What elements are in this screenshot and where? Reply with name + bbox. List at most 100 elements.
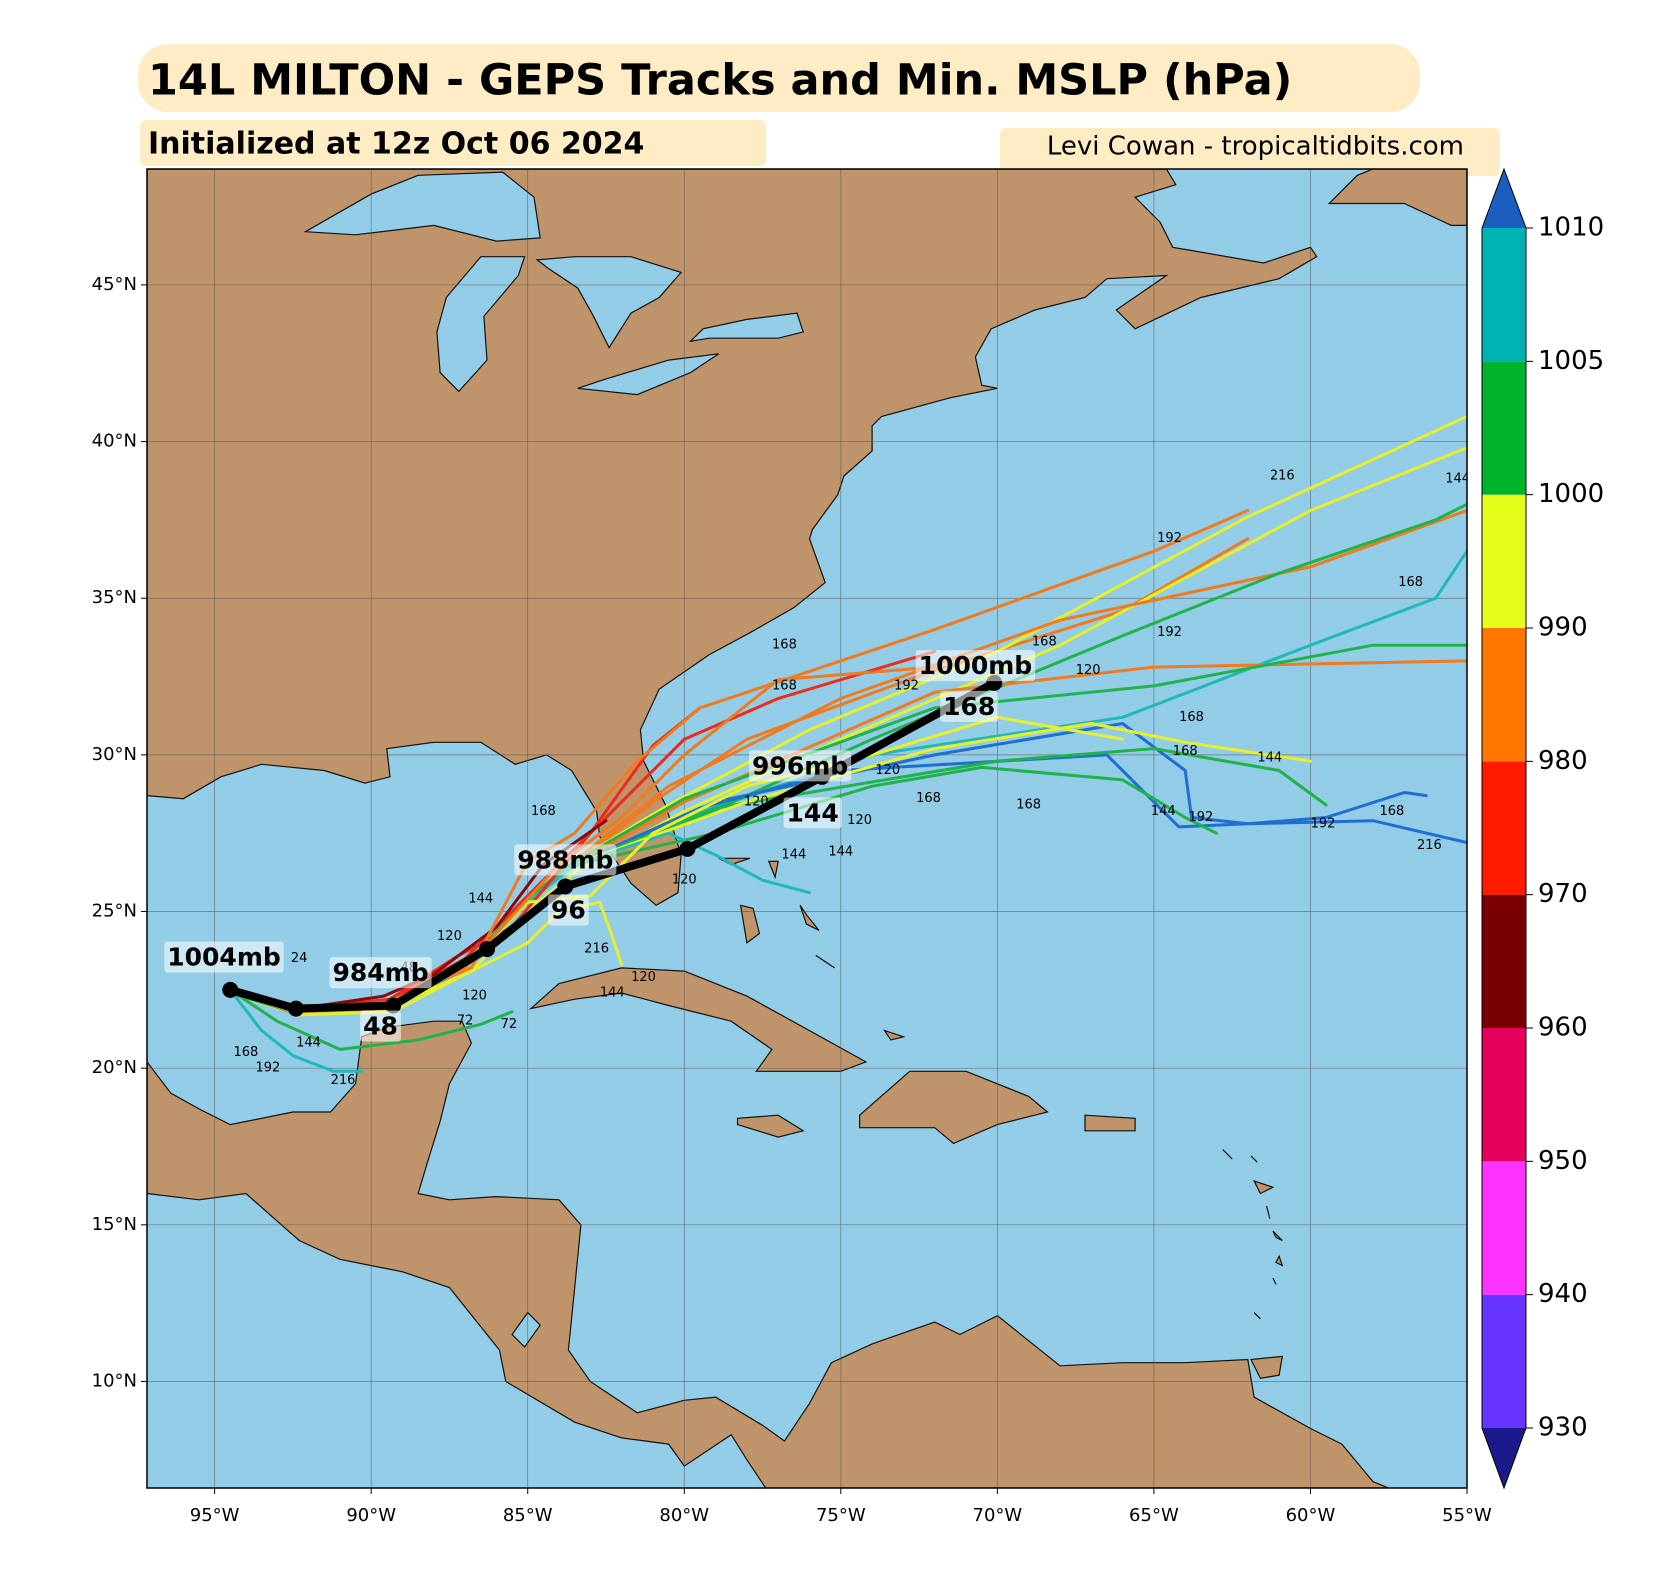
colorbar-segment [1482, 361, 1526, 495]
land [1272, 1230, 1283, 1242]
colorbar-segment [1482, 228, 1526, 362]
colorbar-tick-label: 1000 [1538, 479, 1604, 509]
hour-label: 168 [1398, 575, 1423, 590]
label-box [514, 844, 617, 876]
land [1266, 1205, 1271, 1219]
mean-label: 168 [943, 692, 995, 721]
label-box [164, 941, 284, 973]
colorbar-segment [1482, 628, 1526, 762]
hour-label: 120 [875, 763, 900, 778]
hour-label: 168 [531, 804, 556, 819]
label-box [915, 650, 1036, 682]
land [1327, 169, 1467, 226]
land [739, 904, 761, 944]
mean-track-point [479, 941, 496, 958]
mean-label: 96 [551, 896, 586, 925]
title-highlight [138, 44, 1420, 112]
hour-label: 192 [894, 678, 919, 693]
hour-label: 168 [1179, 710, 1204, 725]
hour-label: 144 [600, 985, 625, 1000]
hour-label: 72 [501, 1017, 518, 1032]
colorbar-tick-label: 970 [1538, 879, 1588, 909]
colorbar: 930 940 950 960 970 980 990 1000 1005 1010 [1481, 167, 1604, 1490]
x-tick-label: 75°W [816, 1505, 866, 1526]
lake [577, 353, 720, 396]
hour-label: 192 [255, 1061, 280, 1076]
hour-label: 192 [1188, 810, 1213, 825]
colorbar-extend-max [1482, 169, 1526, 228]
x-tick-label: 65°W [1129, 1505, 1179, 1526]
y-tick-label: 35°N [92, 587, 137, 608]
land [1250, 1355, 1284, 1379]
hour-label: 120 [631, 970, 656, 985]
mean-label: 984mb [332, 958, 428, 987]
credit-highlight [1000, 128, 1500, 176]
hour-label: 120 [1076, 663, 1101, 678]
x-tick-label: 95°W [190, 1505, 240, 1526]
hour-label: 144 [1257, 751, 1282, 766]
mean-track-point [288, 1000, 305, 1017]
y-tick-label: 45°N [92, 274, 137, 295]
mean-track-point [679, 840, 696, 857]
ensemble-track [228, 988, 514, 1051]
hour-label: 144 [828, 844, 853, 859]
label-box [548, 894, 589, 926]
mean-track-point [557, 878, 574, 895]
y-tick-label: 15°N [92, 1214, 137, 1235]
colorbar-segment [1482, 894, 1526, 1028]
label-box [783, 797, 842, 829]
land [1252, 1179, 1275, 1195]
mean-label: 1000mb [919, 651, 1033, 680]
hour-label: 192 [1157, 531, 1182, 546]
colorbar-tick-label: 990 [1538, 613, 1588, 643]
land [1275, 1254, 1284, 1267]
land [1253, 1312, 1261, 1320]
land [736, 1114, 805, 1138]
mean-label: 988mb [517, 845, 613, 874]
hour-label: 216 [331, 1073, 356, 1088]
hour-label: 192 [1311, 816, 1336, 831]
land [883, 1029, 906, 1041]
colorbar-segment [1482, 761, 1526, 895]
y-tick-label: 40°N [92, 431, 137, 452]
hour-label: 168 [916, 791, 941, 806]
hour-label: 216 [584, 942, 609, 957]
x-tick-label: 60°W [1286, 1505, 1336, 1526]
hour-label: 120 [462, 989, 487, 1004]
hour-label: 144 [1151, 804, 1176, 819]
colorbar-tick-label: 980 [1538, 746, 1588, 776]
colorbar-tick-label: 1005 [1538, 346, 1604, 376]
mean-label: 48 [363, 1011, 398, 1040]
credit: Levi Cowan - tropicaltidbits.com [1047, 132, 1464, 162]
chart-title: 14L MILTON - GEPS Tracks and Min. MSLP (… [148, 56, 1292, 106]
ensemble-track [228, 988, 364, 1073]
colorbar-segment [1482, 494, 1526, 628]
colorbar-tick-label: 960 [1538, 1013, 1588, 1043]
colorbar-extend-min [1482, 1428, 1526, 1488]
hour-label: 144 [296, 1036, 321, 1051]
lake [511, 1311, 541, 1348]
mean-label: 144 [787, 798, 839, 827]
hour-label: 168 [772, 638, 797, 653]
colorbar-segment [1482, 1028, 1526, 1162]
hour-label: 144 [781, 848, 806, 863]
subtitle-highlight [140, 120, 766, 166]
land [815, 954, 835, 969]
x-tick-label: 90°W [346, 1505, 396, 1526]
lake [535, 256, 683, 349]
x-tick-label: 70°W [973, 1505, 1023, 1526]
colorbar-tick-label: 1010 [1538, 213, 1604, 243]
mean-track-point [222, 981, 239, 998]
hour-label: 168 [1379, 804, 1404, 819]
hour-label: 216 [1417, 838, 1442, 853]
hour-label: 168 [1016, 798, 1041, 813]
mean-track-point [385, 997, 402, 1014]
y-tick-label: 30°N [92, 744, 137, 765]
x-tick-label: 55°W [1442, 1505, 1492, 1526]
x-tick-label: 85°W [503, 1505, 553, 1526]
axes: 95°W 90°W 85°W 80°W 75°W 70°W 65°W 60°W 55°W 10°N… [92, 274, 1492, 1526]
hour-label: 72 [457, 1014, 474, 1029]
colorbar-segment [1482, 1294, 1526, 1428]
hour-label: 120 [847, 813, 872, 828]
